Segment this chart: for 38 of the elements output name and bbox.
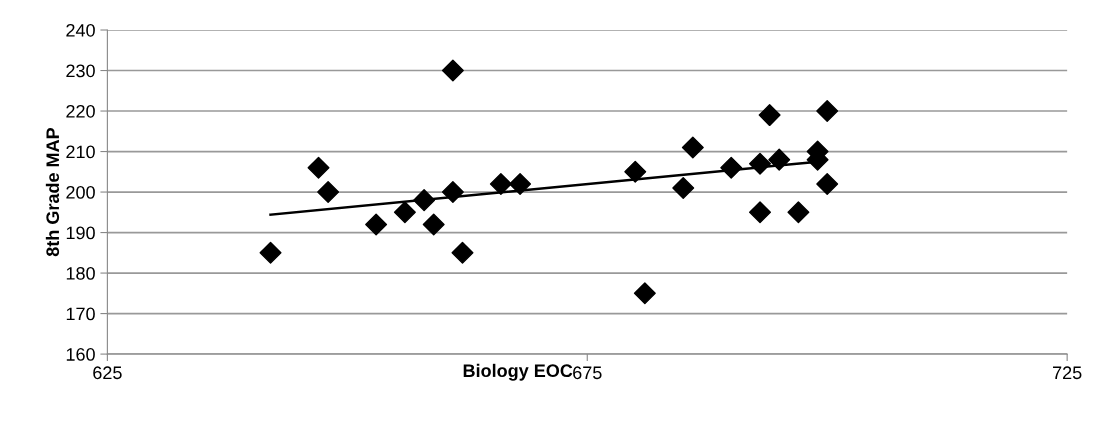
point <box>451 241 474 264</box>
point <box>489 172 512 195</box>
point <box>633 282 656 305</box>
point <box>749 152 772 175</box>
x-tick-label: 675 <box>573 366 602 380</box>
y-tick-label: 180 <box>66 267 95 280</box>
point <box>624 160 647 183</box>
point <box>365 213 388 236</box>
point <box>441 59 464 82</box>
point <box>768 148 791 171</box>
point <box>816 100 839 123</box>
point <box>787 201 810 224</box>
point <box>720 156 743 179</box>
y-tick-label: 160 <box>66 348 95 361</box>
point <box>259 241 282 264</box>
point <box>413 189 436 212</box>
point <box>317 181 340 204</box>
x-tick-label: 625 <box>93 366 122 380</box>
point <box>672 177 695 199</box>
point <box>509 172 532 195</box>
y-tick-label: 200 <box>66 185 95 199</box>
point <box>393 201 416 224</box>
point <box>758 104 781 127</box>
x-axis-title: Biology EOC <box>463 363 573 381</box>
y-tick-label: 190 <box>66 226 95 240</box>
x-tick-label: 725 <box>1053 366 1082 380</box>
point <box>441 181 464 204</box>
point <box>307 156 330 179</box>
y-tick-label: 170 <box>66 307 95 321</box>
y-tick-label: 230 <box>66 64 95 78</box>
point <box>422 213 445 236</box>
point <box>681 136 704 159</box>
point <box>816 172 839 195</box>
y-tick-label: 220 <box>66 104 95 118</box>
point <box>749 201 772 224</box>
y-axis-title: 8th Grade MAP <box>45 127 60 257</box>
y-tick-label: 210 <box>66 145 95 159</box>
y-tick-label: 240 <box>66 23 95 37</box>
